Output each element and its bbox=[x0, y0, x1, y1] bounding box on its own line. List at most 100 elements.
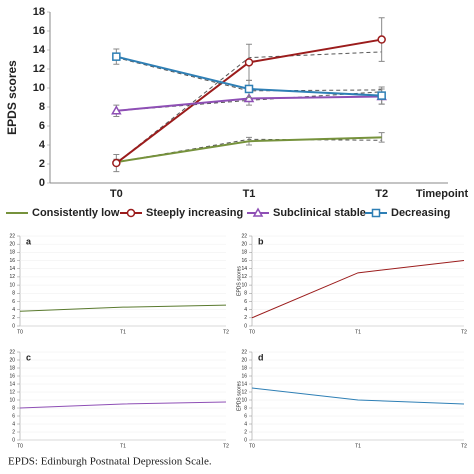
y-tick-label: 20 bbox=[241, 357, 247, 363]
y-tick-label: 8 bbox=[12, 291, 15, 297]
marker bbox=[111, 105, 122, 115]
error-bar bbox=[378, 132, 385, 143]
y-tick-label: 6 bbox=[244, 299, 247, 305]
legend-label: Subclinical stable bbox=[273, 207, 366, 219]
y-tick-label: 2 bbox=[39, 158, 45, 170]
y-tick-label: 4 bbox=[244, 307, 247, 313]
x-tick-label: T2 bbox=[461, 329, 467, 335]
y-axis-label: EPDS scores bbox=[236, 381, 242, 411]
marker bbox=[112, 52, 121, 61]
y-tick-label: 0 bbox=[244, 323, 247, 329]
y-tick-label: 10 bbox=[33, 82, 45, 94]
y-tick-label: 16 bbox=[241, 373, 247, 379]
chart-panel: 0 2 4 6 8 10 12 14 16 18 20 22 T0 T1 T2 c bbox=[9, 349, 229, 449]
y-tick-label: 2 bbox=[12, 429, 15, 435]
y-tick-label: 0 bbox=[39, 177, 45, 189]
y-tick-label: 12 bbox=[9, 274, 15, 280]
y-tick-label: 22 bbox=[9, 349, 15, 355]
y-tick-label: 18 bbox=[9, 250, 15, 256]
panel-label: c bbox=[26, 352, 31, 362]
y-tick-label: 16 bbox=[241, 258, 247, 264]
y-tick-label: 8 bbox=[244, 405, 247, 411]
y-tick-label: 22 bbox=[241, 233, 247, 239]
x-tick-label: T2 bbox=[375, 188, 388, 200]
marker bbox=[252, 207, 264, 217]
y-tick-label: 4 bbox=[12, 307, 15, 313]
y-tick-label: 10 bbox=[9, 397, 15, 403]
marker bbox=[126, 208, 136, 218]
y-tick-label: 14 bbox=[241, 266, 247, 272]
y-tick-label: 14 bbox=[241, 381, 247, 387]
x-tick-label: T1 bbox=[355, 329, 361, 335]
x-axis-label: Timepoint bbox=[416, 188, 469, 200]
x-tick-label: T1 bbox=[355, 443, 361, 449]
y-tick-label: 8 bbox=[244, 291, 247, 297]
panel-label: b bbox=[258, 236, 264, 246]
legend-label: Consistently low bbox=[32, 207, 120, 219]
y-tick-label: 20 bbox=[241, 242, 247, 248]
y-tick-label: 16 bbox=[9, 258, 15, 264]
y-axis-label: EPDS scores bbox=[236, 266, 242, 296]
marker bbox=[371, 208, 381, 218]
x-tick-label: T1 bbox=[120, 443, 126, 449]
chart-panel: 0 2 4 6 8 10 12 14 16 18 T0 T1 T2 EPDS scores Timepoin… bbox=[5, 6, 468, 219]
series-line bbox=[19, 401, 227, 409]
legend-label: Steeply increasing bbox=[146, 207, 243, 219]
y-tick-label: 0 bbox=[12, 437, 15, 443]
y-tick-label: 4 bbox=[12, 421, 15, 427]
y-tick-label: 6 bbox=[39, 120, 45, 132]
chart-panel: 0 2 4 6 8 10 12 14 16 18 20 22 T0 T1 T2 EPDS scores b bbox=[236, 233, 467, 335]
y-tick-label: 2 bbox=[244, 429, 247, 435]
x-tick-label: T0 bbox=[17, 443, 23, 449]
y-tick-label: 14 bbox=[33, 44, 46, 56]
legend-label: Decreasing bbox=[391, 207, 450, 219]
y-tick-label: 4 bbox=[39, 139, 46, 151]
y-tick-label: 8 bbox=[12, 405, 15, 411]
panel-label: a bbox=[26, 236, 32, 246]
y-tick-label: 14 bbox=[9, 266, 15, 272]
y-tick-label: 2 bbox=[244, 315, 247, 321]
x-tick-label: T1 bbox=[120, 329, 126, 335]
x-tick-label: T1 bbox=[243, 188, 256, 200]
y-tick-label: 16 bbox=[9, 373, 15, 379]
panel-label: d bbox=[258, 352, 264, 362]
y-tick-label: 10 bbox=[241, 397, 247, 403]
x-tick-label: T0 bbox=[17, 329, 23, 335]
y-tick-label: 4 bbox=[244, 421, 247, 427]
y-tick-label: 2 bbox=[12, 315, 15, 321]
marker bbox=[244, 84, 254, 94]
y-tick-label: 8 bbox=[39, 101, 45, 113]
y-tick-label: 6 bbox=[12, 299, 15, 305]
series-line bbox=[19, 304, 227, 312]
y-tick-label: 12 bbox=[9, 389, 15, 395]
marker bbox=[244, 58, 254, 67]
y-tick-label: 0 bbox=[12, 323, 15, 329]
y-tick-label: 14 bbox=[9, 381, 15, 387]
y-tick-label: 18 bbox=[33, 6, 45, 18]
series-line bbox=[251, 387, 465, 405]
x-tick-label: T0 bbox=[249, 443, 255, 449]
x-tick-label: T2 bbox=[461, 443, 467, 449]
y-tick-label: 22 bbox=[241, 349, 247, 355]
y-tick-label: 6 bbox=[12, 413, 15, 419]
y-tick-label: 12 bbox=[241, 389, 247, 395]
y-tick-label: 12 bbox=[33, 63, 45, 75]
x-tick-label: T0 bbox=[249, 329, 255, 335]
y-tick-label: 6 bbox=[244, 413, 247, 419]
marker bbox=[377, 35, 386, 44]
y-tick-label: 20 bbox=[9, 357, 15, 363]
caption: EPDS: Edinburgh Postnatal Depression Sca… bbox=[8, 456, 212, 468]
y-tick-label: 10 bbox=[241, 282, 247, 288]
y-axis-label: EPDS scores bbox=[5, 60, 19, 135]
x-tick-label: T2 bbox=[223, 329, 229, 335]
y-tick-label: 0 bbox=[244, 437, 247, 443]
y-tick-label: 18 bbox=[9, 365, 15, 371]
marker bbox=[377, 91, 386, 100]
series-line bbox=[116, 136, 382, 164]
y-tick-label: 10 bbox=[9, 282, 15, 288]
y-tick-label: 18 bbox=[241, 365, 247, 371]
y-tick-label: 16 bbox=[33, 25, 45, 37]
y-tick-label: 20 bbox=[9, 242, 15, 248]
x-tick-label: T2 bbox=[223, 443, 229, 449]
